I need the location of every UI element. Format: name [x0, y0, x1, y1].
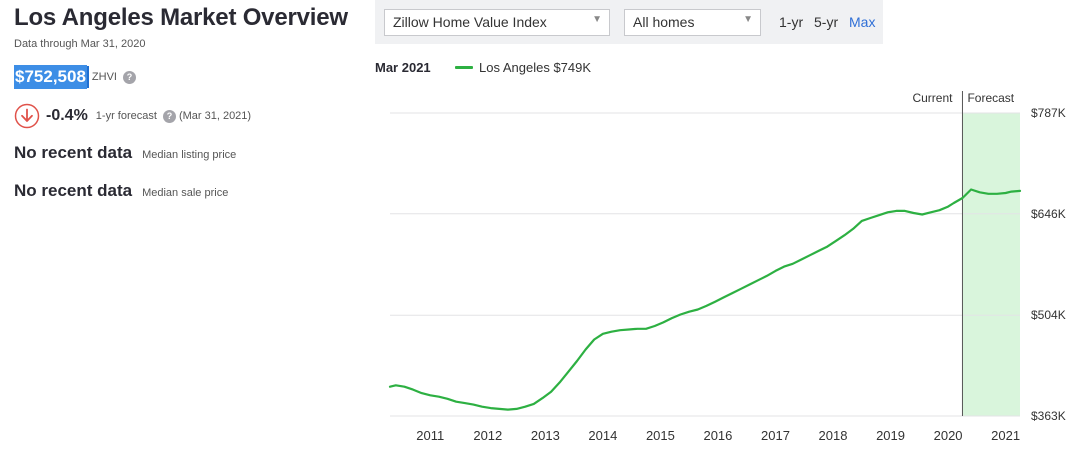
x-tick-label: 2018 — [819, 428, 848, 443]
chart-controls-bar: Zillow Home Value Index ▼ All homes ▼ 1-… — [375, 0, 883, 44]
forecast-row: -0.4% 1-yr forecast ? (Mar 31, 2021) — [14, 103, 251, 129]
y-tick-label: $646K — [1031, 207, 1066, 221]
chart-hover-date: Mar 2021 — [375, 60, 431, 75]
median-listing-value: No recent data — [14, 143, 133, 162]
legend-label: Los Angeles $749K — [479, 60, 592, 75]
range-button-1yr[interactable]: 1-yr — [779, 14, 804, 30]
median-listing-label: Median listing price — [142, 149, 237, 161]
zhvi-help-icon[interactable]: ? — [122, 70, 136, 84]
home-type-select[interactable]: All homes ▼ — [624, 9, 761, 36]
forecast-label: 1-yr forecast — [95, 110, 157, 122]
median-listing-row: No recent data Median listing price — [14, 143, 236, 167]
median-sale-label: Median sale price — [142, 187, 229, 199]
forecast-region — [962, 113, 1020, 416]
market-summary-panel: Los Angeles Market Overview Data through… — [0, 0, 370, 456]
chevron-down-icon: ▼ — [592, 14, 602, 25]
chart-legend: Los Angeles $749K — [455, 60, 591, 75]
forecast-help-icon[interactable]: ? — [162, 109, 176, 123]
x-tick-label: 2019 — [876, 428, 905, 443]
median-sale-value: No recent data — [14, 181, 133, 200]
x-tick-label: 2015 — [646, 428, 675, 443]
zhvi-row: $752,508 ZHVI ? — [14, 64, 136, 90]
forecast-date: (Mar 31, 2021) — [178, 110, 252, 122]
current-label: Current — [912, 91, 953, 105]
legend-swatch — [455, 66, 473, 69]
x-tick-label: 2017 — [761, 428, 790, 443]
chevron-down-icon: ▼ — [743, 14, 753, 25]
metric-select[interactable]: Zillow Home Value Index ▼ — [384, 9, 610, 36]
x-tick-label: 2011 — [416, 428, 444, 443]
x-tick-label: 2014 — [588, 428, 617, 443]
zhvi-value[interactable]: $752,508 — [14, 65, 87, 89]
x-tick-label: 2016 — [703, 428, 732, 443]
page-title: Los Angeles Market Overview — [14, 4, 348, 31]
text-cursor — [86, 66, 89, 88]
arrow-down-circle-icon — [14, 103, 40, 129]
x-tick-label: 2020 — [934, 428, 963, 443]
x-tick-label: 2012 — [473, 428, 502, 443]
chart-canvas: $787K $646K $504K $363K 2011 2012 2013 2014 2015… — [388, 91, 1066, 443]
y-tick-label: $363K — [1031, 409, 1066, 423]
zhvi-chart[interactable]: $787K $646K $504K $363K 2011 2012 2013 2014 2015… — [375, 80, 1080, 456]
x-tick-label: 2013 — [531, 428, 560, 443]
forecast-label-chart: Forecast — [967, 91, 1015, 105]
zhvi-label: ZHVI — [91, 71, 117, 83]
data-through-note: Data through Mar 31, 2020 — [14, 38, 146, 50]
home-type-select-value: All homes — [633, 14, 695, 30]
forecast-value: -0.4% — [46, 107, 88, 124]
range-button-max[interactable]: Max — [849, 14, 876, 30]
y-tick-label: $504K — [1031, 308, 1066, 322]
range-button-5yr[interactable]: 5-yr — [814, 14, 839, 30]
metric-select-value: Zillow Home Value Index — [393, 14, 547, 30]
median-sale-row: No recent data Median sale price — [14, 181, 228, 205]
y-tick-label: $787K — [1031, 106, 1066, 120]
x-tick-label: 2021 — [991, 428, 1020, 443]
series-line-los-angeles — [388, 188, 1022, 411]
